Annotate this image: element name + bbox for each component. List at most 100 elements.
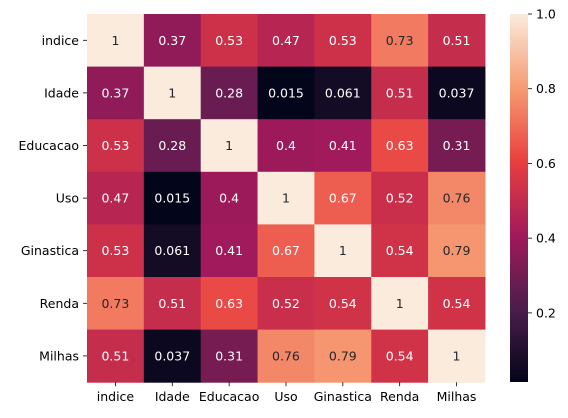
cell-value-label: 0.53 <box>101 243 129 258</box>
cell-value-label: 0.54 <box>386 243 414 258</box>
heatmap-cell-indice-ginastica <box>314 14 372 68</box>
heatmap-cell-renda-milhas <box>428 277 486 331</box>
cell-value-label: 0.51 <box>443 33 471 48</box>
heatmap-cell-idade-milhas <box>428 66 486 120</box>
heatmap-cell-indice-educacao <box>200 14 259 68</box>
x-tick-label-ginastica: Ginastica <box>314 389 372 404</box>
heatmap-cells <box>87 14 486 383</box>
cell-value-label: 1 <box>168 85 176 100</box>
cell-value-label: 0.79 <box>329 348 357 363</box>
cell-value-label: 1 <box>453 348 461 363</box>
heatmap-cell-renda-uso <box>257 277 315 331</box>
cell-value-label: 0.037 <box>154 348 190 363</box>
cell-value-label: 0.4 <box>219 191 239 206</box>
cell-value-label: 0.31 <box>215 348 243 363</box>
heatmap-cell-renda-renda <box>371 277 429 331</box>
colorbar: 0.2 0.4 0.6 0.8 1.0 <box>510 7 556 382</box>
colorbar-tick-label: 0.4 <box>536 231 556 246</box>
cell-value-label: 0.52 <box>272 296 300 311</box>
heatmap-cell-indice-milhas <box>428 14 486 68</box>
cell-value-label: 0.51 <box>386 85 414 100</box>
x-tick-label-idade: Idade <box>155 389 190 404</box>
cell-value-label: 0.31 <box>443 138 471 153</box>
x-axis-tick-labels: indice Idade Educacao Uso Ginastica Renda Milh… <box>97 382 477 404</box>
heatmap-cell-idade-uso <box>257 66 315 120</box>
cell-value-label: 0.41 <box>329 138 357 153</box>
cell-value-label: 1 <box>396 296 404 311</box>
y-tick-label-idade: Idade <box>44 85 79 100</box>
heatmap-cell-educacao-renda <box>371 119 429 173</box>
heatmap-cell-ginastica-milhas <box>428 224 486 278</box>
heatmap-cell-indice-idade <box>143 14 202 68</box>
cell-value-label: 0.54 <box>386 348 414 363</box>
colorbar-tick-label: 0.6 <box>536 156 556 171</box>
cell-value-label: 0.4 <box>276 138 296 153</box>
cell-value-label: 0.63 <box>386 138 414 153</box>
cell-value-label: 1 <box>282 191 290 206</box>
heatmap-cell-uso-uso <box>257 171 315 225</box>
y-tick-label-educacao: Educacao <box>19 138 79 153</box>
heatmap-cell-uso-milhas <box>428 171 486 225</box>
cell-value-label: 0.037 <box>439 85 475 100</box>
heatmap-cell-milhas-idade <box>143 329 202 383</box>
heatmap-cell-ginastica-educacao <box>200 224 259 278</box>
heatmap-cell-educacao-educacao <box>200 119 259 173</box>
cell-value-label: 0.67 <box>272 243 300 258</box>
heatmap-cell-idade-indice <box>87 66 145 120</box>
heatmap-cell-milhas-indice <box>87 329 145 383</box>
y-tick-label-uso: Uso <box>56 191 79 206</box>
heatmap-cell-uso-indice <box>87 171 145 225</box>
heatmap-cell-ginastica-renda <box>371 224 429 278</box>
cell-value-label: 0.51 <box>158 296 186 311</box>
cell-value-label: 1 <box>111 33 119 48</box>
cell-value-label: 0.54 <box>329 296 357 311</box>
cell-value-label: 0.015 <box>154 191 190 206</box>
heatmap-cell-educacao-idade <box>143 119 202 173</box>
colorbar-tick-label: 0.2 <box>536 305 556 320</box>
heatmap-cell-idade-ginastica <box>314 66 372 120</box>
colorbar-gradient <box>510 14 528 382</box>
heatmap-cell-uso-ginastica <box>314 171 372 225</box>
heatmap-cell-renda-ginastica <box>314 277 372 331</box>
y-tick-label-renda: Renda <box>40 296 79 311</box>
cell-value-label: 0.73 <box>386 33 414 48</box>
cell-value-label: 0.061 <box>325 85 361 100</box>
cell-value-label: 0.41 <box>215 243 243 258</box>
heatmap-cell-labels: 1 0.37 0.53 0.47 0.53 0.73 0.51 0.37 1 0.28 0.015 0… <box>101 33 474 364</box>
y-tick-label-milhas: Milhas <box>39 348 79 363</box>
cell-value-label: 0.76 <box>443 191 471 206</box>
cell-value-label: 0.63 <box>215 296 243 311</box>
cell-value-label: 0.73 <box>101 296 129 311</box>
heatmap-cell-idade-idade <box>143 66 202 120</box>
heatmap-cell-idade-renda <box>371 66 429 120</box>
heatmap-cell-uso-educacao <box>200 171 259 225</box>
cell-value-label: 0.52 <box>386 191 414 206</box>
cell-value-label: 0.53 <box>329 33 357 48</box>
heatmap-cell-uso-idade <box>143 171 202 225</box>
cell-value-label: 0.015 <box>268 85 304 100</box>
heatmap-cell-milhas-milhas <box>428 329 486 383</box>
heatmap-cell-indice-renda <box>371 14 429 68</box>
x-tick-label-uso: Uso <box>274 389 297 404</box>
cell-value-label: 0.37 <box>158 33 186 48</box>
y-axis-tick-labels: indice Idade Educacao Uso Ginastica Renda Milh… <box>19 33 87 363</box>
colorbar-tick-label: 1.0 <box>536 7 556 22</box>
heatmap-cell-ginastica-uso <box>257 224 315 278</box>
heatmap-cell-ginastica-indice <box>87 224 145 278</box>
cell-value-label: 0.37 <box>101 85 129 100</box>
heatmap-cell-educacao-milhas <box>428 119 486 173</box>
heatmap-cell-renda-educacao <box>200 277 259 331</box>
x-tick-label-indice: indice <box>97 389 135 404</box>
colorbar-tick-label: 0.8 <box>536 81 556 96</box>
x-tick-label-educacao: Educacao <box>199 389 259 404</box>
heatmap-cell-milhas-uso <box>257 329 315 383</box>
x-tick-label-renda: Renda <box>380 389 419 404</box>
heatmap-cell-milhas-renda <box>371 329 429 383</box>
cell-value-label: 0.53 <box>215 33 243 48</box>
y-tick-label-ginastica: Ginastica <box>21 243 79 258</box>
y-tick-label-indice: indice <box>42 33 80 48</box>
cell-value-label: 0.53 <box>101 138 129 153</box>
x-tick-label-milhas: Milhas <box>437 389 477 404</box>
heatmap-cell-educacao-uso <box>257 119 315 173</box>
